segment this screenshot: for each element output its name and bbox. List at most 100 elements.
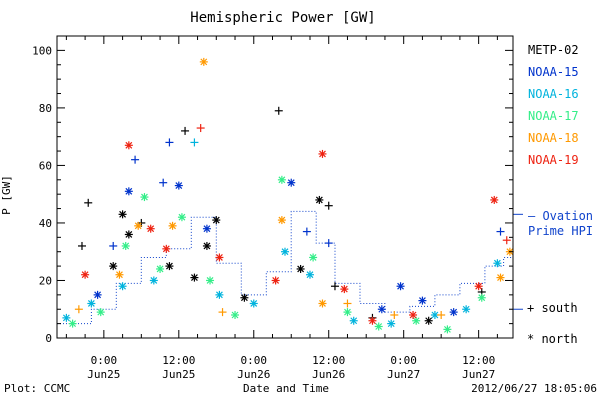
data-point-noaa-18-south [343, 299, 352, 308]
data-point-noaa-18-north [168, 221, 177, 230]
x-tick-label-date: Jun27 [462, 368, 495, 381]
data-point-noaa-19-north [318, 149, 327, 158]
data-point-noaa-15-north [287, 178, 296, 187]
x-tick-label-time: 12:00 [312, 354, 345, 367]
footer-plot-credit: Plot: CCMC [4, 382, 70, 395]
data-point-noaa-19-north [340, 285, 349, 294]
data-point-metp-02-north [118, 210, 127, 219]
data-point-noaa-17-north [343, 308, 352, 317]
marker-star-d2 [462, 305, 470, 313]
data-point-noaa-17-north [177, 213, 186, 222]
marker-star-d2 [397, 282, 404, 290]
marker-star-d2 [215, 254, 223, 261]
data-point-noaa-15-south [131, 155, 140, 164]
plot-frame [56, 35, 514, 339]
data-point-noaa-19-north [162, 244, 171, 253]
marker-star-d2 [431, 311, 439, 319]
data-point-noaa-15-north [396, 282, 405, 291]
marker-star-d2 [175, 182, 183, 189]
data-point-noaa-19-north [368, 316, 377, 325]
marker-star-d2 [191, 274, 198, 282]
marker-star-d2 [166, 262, 173, 270]
data-point-noaa-15-north [418, 296, 427, 305]
axes: 0204060801000:00Jun2512:00Jun250:00Jun26… [32, 35, 514, 381]
y-tick-label: 80 [39, 102, 52, 115]
y-axis-label: P [GW] [0, 175, 13, 215]
y-tick-label: 0 [45, 332, 52, 345]
marker-star-d2 [344, 308, 351, 316]
x-tick-label-date: Jun26 [237, 368, 270, 381]
data-point-noaa-18-north [318, 299, 327, 308]
marker-star-d2 [215, 291, 223, 299]
marker-star-d2 [147, 225, 155, 233]
marker-star-d2 [478, 294, 486, 302]
marker-star-d2 [69, 320, 77, 328]
data-point-noaa-15-north [174, 181, 183, 190]
data-point-noaa-15-south [324, 239, 333, 248]
marker-star-d2 [134, 222, 142, 230]
marker-star-d2 [125, 141, 133, 149]
footer-timestamp: 2012/06/27 18:05:06 [471, 382, 597, 395]
data-point-noaa-18-north [496, 273, 505, 282]
data-point-metp-02-north [190, 273, 199, 282]
data-point-metp-02-north [240, 293, 249, 302]
data-point-noaa-16-north [215, 290, 224, 299]
marker-star-d2 [231, 311, 239, 319]
data-point-metp-02-south [84, 198, 93, 207]
marker-star-d2 [116, 271, 123, 279]
marker-star-d2 [212, 216, 220, 224]
marker-star-d2 [125, 187, 133, 195]
data-point-noaa-16-north [430, 310, 439, 319]
data-point-noaa-18-north [134, 221, 143, 230]
data-point-noaa-15-south [109, 241, 118, 250]
data-point-noaa-19-north [146, 224, 155, 233]
x-tick-label-date: Jun26 [312, 368, 345, 381]
data-point-metp-02-north [109, 262, 118, 271]
marker-star-d2 [319, 300, 326, 307]
data-point-noaa-17-north [96, 308, 105, 317]
data-point-noaa-17-north [277, 175, 286, 184]
marker-star-d2 [309, 254, 317, 261]
data-point-noaa-17-north [309, 253, 318, 262]
legend-item-noaa-16: NOAA-16 [528, 87, 579, 101]
data-point-metp-02-north [296, 264, 305, 273]
data-point-metp-02-north [165, 262, 174, 271]
data-point-noaa-19-north [215, 253, 224, 262]
ovation-prime-hpi-line [57, 210, 523, 325]
legend-item-metp-02: METP-02 [528, 43, 579, 57]
data-point-noaa-18-north [199, 57, 208, 66]
data-point-noaa-17-north [443, 325, 452, 334]
data-point-noaa-19-north [271, 276, 280, 285]
data-point-noaa-19-north [409, 310, 418, 319]
marker-star-d2 [475, 282, 483, 290]
data-point-noaa-19-north [490, 195, 499, 204]
data-point-metp-02-north [124, 230, 133, 239]
marker-star-d2 [203, 242, 211, 250]
x-tick-label-time: 12:00 [162, 354, 195, 367]
data-point-noaa-15-north [93, 290, 102, 299]
y-tick-label: 100 [32, 44, 52, 57]
data-point-noaa-18-south [74, 305, 83, 314]
marker-star-d2 [419, 297, 426, 305]
data-point-noaa-18-south [218, 308, 227, 317]
marker-star-d2 [281, 248, 289, 256]
data-point-noaa-17-north [121, 241, 130, 250]
data-point-noaa-15-north [124, 187, 133, 196]
marker-star-d2 [319, 150, 326, 158]
data-point-noaa-18-south [437, 310, 446, 319]
marker-star-d2 [409, 311, 417, 319]
marker-star-d2 [119, 282, 127, 290]
y-tick-label: 60 [39, 159, 52, 172]
data-point-noaa-18-north [115, 270, 124, 279]
data-point-metp-02-south [274, 106, 283, 115]
data-point-metp-02-south [77, 241, 86, 250]
data-point-noaa-17-north [206, 276, 215, 285]
x-axis-label: Date and Time [243, 382, 329, 395]
data-point-noaa-19-south [502, 236, 511, 245]
data-point-metp-02-south [330, 282, 339, 291]
marker-star-d2 [490, 196, 498, 204]
data-point-noaa-17-north [68, 319, 77, 328]
data-point-noaa-15-north [377, 305, 386, 314]
data-point-noaa-16-north [87, 299, 96, 308]
